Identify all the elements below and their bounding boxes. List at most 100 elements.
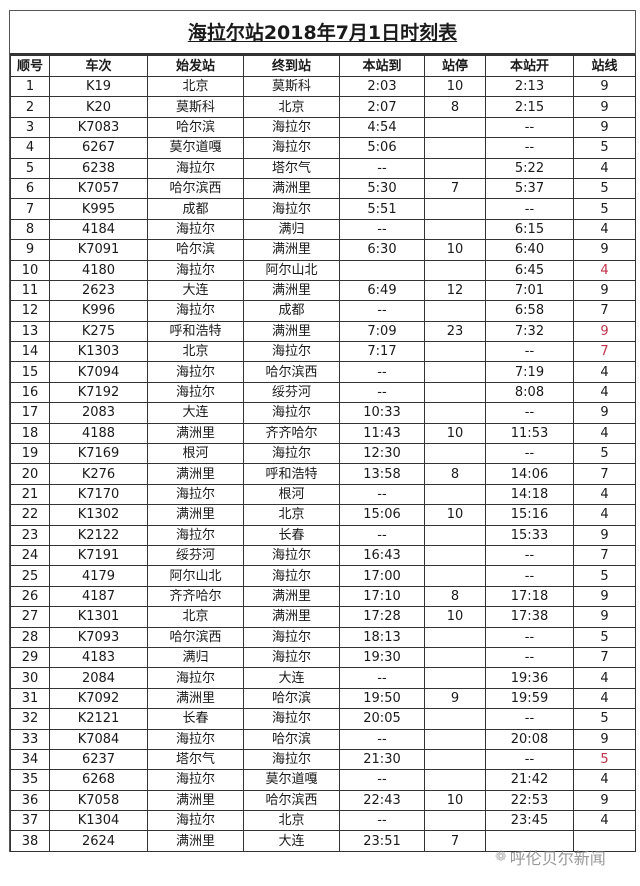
cell-seq: 27 <box>10 606 50 628</box>
cell-stop-min <box>424 748 486 771</box>
cell-track: 4 <box>573 483 636 506</box>
cell-departure: 19:36 <box>485 667 574 689</box>
cell-train-no: 2083 <box>49 402 148 424</box>
cell-stop-min: 23 <box>424 320 486 343</box>
table-row: 33 K7084 海拉尔 哈尔滨 -- 20:08 9 <box>10 728 636 750</box>
cell-track: 4 <box>573 422 636 445</box>
cell-seq: 7 <box>10 198 50 220</box>
cell-departure: 21:42 <box>485 769 574 791</box>
cell-arrival: 13:58 <box>339 463 425 485</box>
table-row: 5 6238 海拉尔 塔尔气 -- 5:22 4 <box>10 157 636 179</box>
cell-departure: 6:45 <box>485 259 574 281</box>
cell-track: 7 <box>573 646 636 669</box>
cell-train-no: K2121 <box>49 708 148 730</box>
cell-train-no: K7084 <box>49 728 148 750</box>
table-row: 24 K7191 绥芬河 海拉尔 16:43 -- 7 <box>10 544 636 567</box>
column-header-stop-min: 站停 <box>424 55 486 77</box>
column-header-origin: 始发站 <box>147 55 244 77</box>
cell-stop-min: 8 <box>424 585 486 608</box>
cell-train-no: 4188 <box>49 422 148 445</box>
cell-stop-min <box>424 769 486 791</box>
cell-stop-min <box>424 218 486 241</box>
cell-departure: -- <box>485 443 574 465</box>
cell-seq: 9 <box>10 239 50 261</box>
cell-arrival: -- <box>339 218 425 241</box>
cell-departure: -- <box>485 116 574 139</box>
cell-terminus: 呼和浩特 <box>243 463 340 485</box>
cell-departure: 6:15 <box>485 218 574 241</box>
cell-terminus: 根河 <box>243 483 340 506</box>
cell-train-no: K276 <box>49 463 148 485</box>
cell-seq: 22 <box>10 504 50 526</box>
cell-terminus: 海拉尔 <box>243 626 340 648</box>
cell-arrival: 6:30 <box>339 239 425 261</box>
table-row: 6 K7057 哈尔滨西 满洲里 5:30 7 5:37 5 <box>10 177 636 200</box>
cell-arrival: 5:30 <box>339 177 425 200</box>
cell-departure: -- <box>485 708 574 730</box>
cell-origin: 哈尔滨西 <box>147 177 244 200</box>
cell-train-no: 2624 <box>49 830 148 852</box>
cell-seq: 30 <box>10 667 50 689</box>
table-row: 26 4187 齐齐哈尔 满洲里 17:10 8 17:18 9 <box>10 585 636 608</box>
cell-origin: 绥芬河 <box>147 544 244 567</box>
cell-origin: 北京 <box>147 341 244 363</box>
cell-track: 9 <box>573 402 636 424</box>
table-row: 28 K7093 哈尔滨西 海拉尔 18:13 -- 5 <box>10 626 636 648</box>
cell-origin: 北京 <box>147 75 244 98</box>
cell-seq: 17 <box>10 402 50 424</box>
cell-train-no: K7058 <box>49 789 148 812</box>
cell-seq: 18 <box>10 422 50 445</box>
cell-terminus: 哈尔滨西 <box>243 361 340 383</box>
cell-origin: 海拉尔 <box>147 157 244 179</box>
table-row: 7 K995 成都 海拉尔 5:51 -- 5 <box>10 198 636 220</box>
cell-track: 9 <box>573 96 636 118</box>
cell-track: 5 <box>573 626 636 648</box>
cell-seq: 4 <box>10 137 50 159</box>
table-row: 25 4179 阿尔山北 海拉尔 17:00 -- 5 <box>10 565 636 587</box>
watermark: ❁ 呼伦贝尔新闻 <box>495 845 606 869</box>
cell-stop-min <box>424 443 486 465</box>
cell-terminus: 齐齐哈尔 <box>243 422 340 445</box>
cell-departure: 17:38 <box>485 606 574 628</box>
cell-track: 5 <box>573 748 636 771</box>
cell-seq: 12 <box>10 300 50 322</box>
cell-terminus: 大连 <box>243 667 340 689</box>
cell-seq: 33 <box>10 728 50 750</box>
cell-departure: -- <box>485 341 574 363</box>
cell-terminus: 满洲里 <box>243 606 340 628</box>
table-row: 3 K7083 哈尔滨 海拉尔 4:54 -- 9 <box>10 116 636 139</box>
cell-arrival: 4:54 <box>339 116 425 139</box>
table-row: 20 K276 满洲里 呼和浩特 13:58 8 14:06 7 <box>10 463 636 485</box>
cell-seq: 5 <box>10 157 50 179</box>
cell-origin: 哈尔滨 <box>147 116 244 139</box>
cell-arrival: 10:33 <box>339 402 425 424</box>
cell-train-no: K275 <box>49 320 148 343</box>
cell-seq: 3 <box>10 116 50 139</box>
cell-seq: 13 <box>10 320 50 343</box>
wechat-icon: ❁ <box>495 849 507 865</box>
cell-arrival: 5:51 <box>339 198 425 220</box>
cell-train-no: K7170 <box>49 483 148 506</box>
cell-track: 4 <box>573 504 636 526</box>
cell-arrival: -- <box>339 483 425 506</box>
table-row: 27 K1301 北京 满洲里 17:28 10 17:38 9 <box>10 606 636 628</box>
cell-origin: 海拉尔 <box>147 728 244 750</box>
watermark-text: 呼伦贝尔新闻 <box>509 849 606 868</box>
cell-terminus: 绥芬河 <box>243 381 340 404</box>
cell-arrival: -- <box>339 667 425 689</box>
cell-stop-min: 10 <box>424 789 486 812</box>
cell-track: 9 <box>573 279 636 302</box>
cell-arrival: -- <box>339 381 425 404</box>
cell-origin: 海拉尔 <box>147 218 244 241</box>
cell-terminus: 莫斯科 <box>243 75 340 98</box>
cell-departure: 15:16 <box>485 504 574 526</box>
cell-train-no: 6238 <box>49 157 148 179</box>
cell-seq: 31 <box>10 687 50 710</box>
cell-train-no: K1304 <box>49 810 148 832</box>
cell-arrival: 19:50 <box>339 687 425 710</box>
table-row: 14 K1303 北京 海拉尔 7:17 -- 7 <box>10 341 636 363</box>
cell-arrival: 23:51 <box>339 830 425 852</box>
cell-origin: 莫斯科 <box>147 96 244 118</box>
cell-origin: 呼和浩特 <box>147 320 244 343</box>
cell-arrival: -- <box>339 300 425 322</box>
